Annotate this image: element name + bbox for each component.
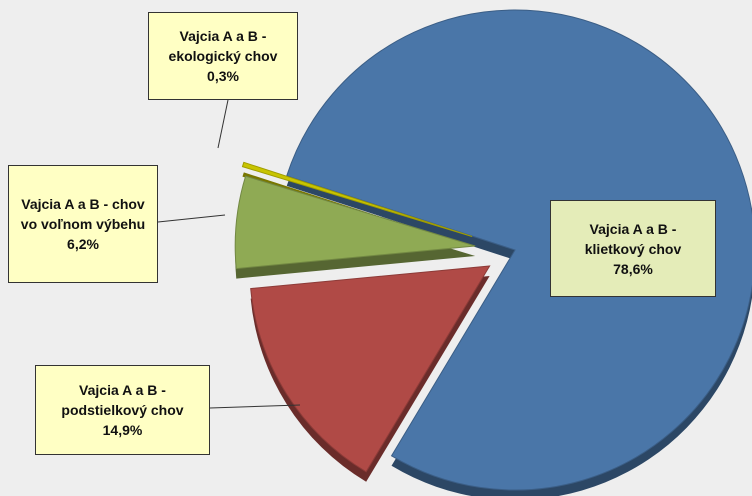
label-value: 78,6% <box>613 260 653 277</box>
slice <box>286 9 752 491</box>
data-label: Vajcia A a B - podstielkový chov 14,9% <box>35 365 210 455</box>
data-label: Vajcia A a B - klietkový chov 78,6% <box>550 200 716 297</box>
label-name: Vajcia A a B - podstielkový chov <box>61 382 184 418</box>
data-label: Vajcia A a B - ekologický chov 0,3% <box>148 12 298 100</box>
label-name: Vajcia A a B - chov vo voľnom výbehu <box>20 196 146 232</box>
label-name: Vajcia A a B - klietkový chov <box>584 220 682 257</box>
label-value: 0,3% <box>207 68 239 84</box>
slice <box>250 265 491 473</box>
slice <box>234 175 476 270</box>
label-name: Vajcia A a B - ekologický chov <box>168 28 278 64</box>
leader-line <box>157 214 226 223</box>
leader-line <box>217 99 229 149</box>
slice <box>241 161 473 237</box>
leader-line <box>209 404 301 409</box>
label-value: 14,9% <box>102 422 143 438</box>
data-label: Vajcia A a B - chov vo voľnom výbehu 6,2% <box>8 165 158 283</box>
label-value: 6,2% <box>67 236 99 252</box>
